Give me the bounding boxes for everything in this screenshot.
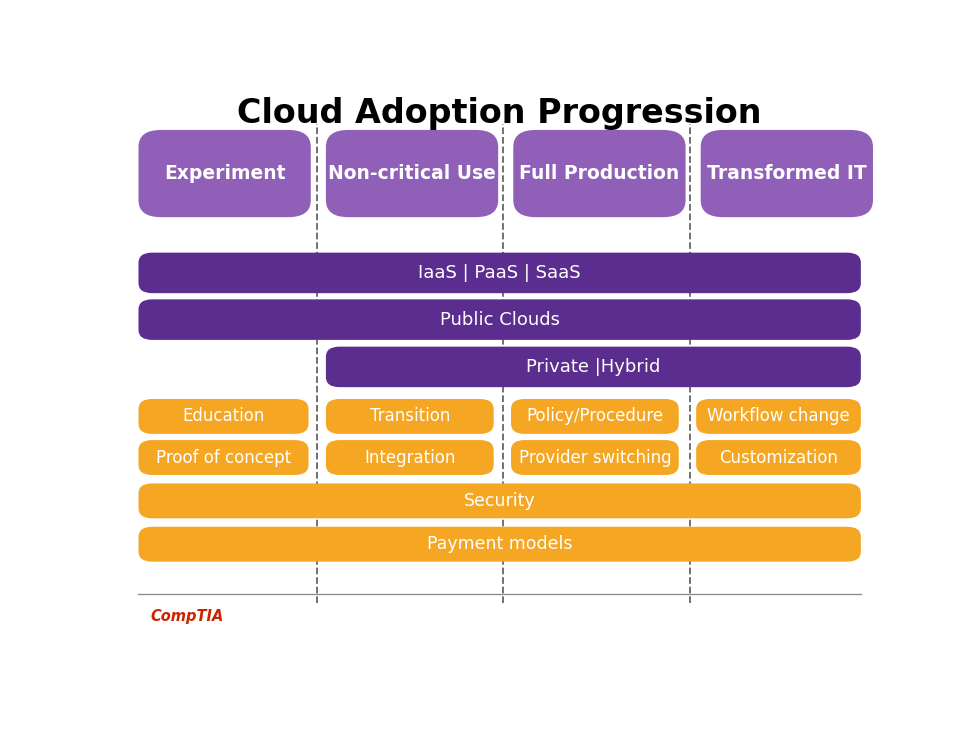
FancyBboxPatch shape [138, 399, 308, 434]
Text: Transformed IT: Transformed IT [707, 164, 867, 183]
Text: Cloud Adoption Progression: Cloud Adoption Progression [238, 96, 761, 129]
Text: Non-critical Use: Non-critical Use [329, 164, 496, 183]
Text: Experiment: Experiment [164, 164, 286, 183]
Text: Customization: Customization [720, 449, 838, 466]
FancyBboxPatch shape [138, 527, 861, 561]
FancyBboxPatch shape [701, 130, 873, 217]
FancyBboxPatch shape [138, 253, 861, 293]
FancyBboxPatch shape [326, 399, 493, 434]
Text: Full Production: Full Production [520, 164, 680, 183]
Text: Proof of concept: Proof of concept [156, 449, 292, 466]
FancyBboxPatch shape [511, 440, 679, 475]
FancyBboxPatch shape [513, 130, 685, 217]
FancyBboxPatch shape [138, 440, 308, 475]
Text: Policy/Procedure: Policy/Procedure [526, 407, 663, 425]
FancyBboxPatch shape [138, 130, 311, 217]
FancyBboxPatch shape [511, 399, 679, 434]
FancyBboxPatch shape [696, 440, 861, 475]
Text: Security: Security [464, 492, 535, 510]
Text: Payment models: Payment models [427, 535, 572, 553]
FancyBboxPatch shape [326, 346, 861, 387]
Text: Education: Education [182, 407, 264, 425]
Text: Provider switching: Provider switching [519, 449, 671, 466]
Text: Public Clouds: Public Clouds [440, 311, 560, 329]
Text: Private |Hybrid: Private |Hybrid [526, 358, 661, 376]
Text: IaaS | PaaS | SaaS: IaaS | PaaS | SaaS [418, 264, 581, 282]
FancyBboxPatch shape [326, 440, 493, 475]
FancyBboxPatch shape [326, 130, 498, 217]
FancyBboxPatch shape [696, 399, 861, 434]
Text: Integration: Integration [364, 449, 455, 466]
Text: Transition: Transition [370, 407, 449, 425]
FancyBboxPatch shape [138, 300, 861, 340]
Text: CompTIA: CompTIA [150, 610, 224, 624]
Text: Workflow change: Workflow change [707, 407, 850, 425]
FancyBboxPatch shape [138, 483, 861, 518]
